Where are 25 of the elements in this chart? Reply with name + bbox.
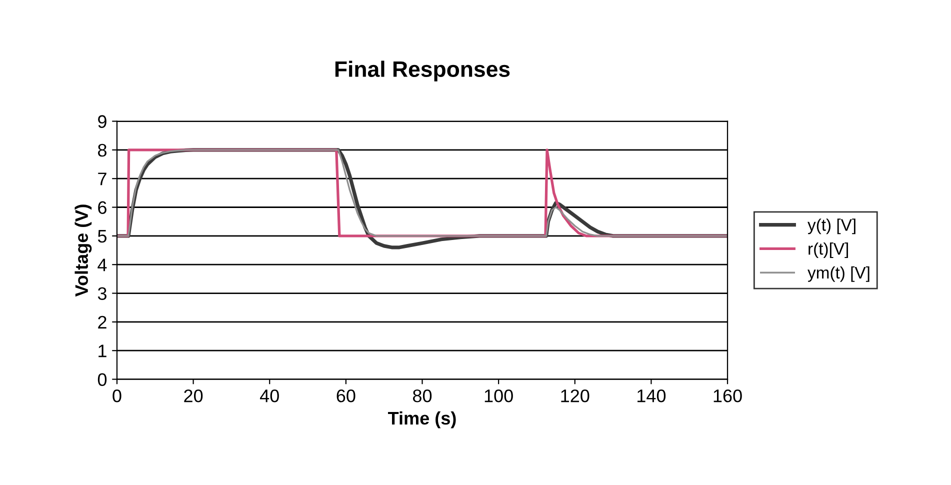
y-tick-label: 7 <box>98 172 106 186</box>
x-tick-label: 140 <box>638 389 666 402</box>
x-axis-title: Time (s) <box>388 411 456 428</box>
x-tick-label: 80 <box>412 389 432 402</box>
y-tick-label: 4 <box>98 258 107 272</box>
legend-label: ym(t) [V] <box>808 266 870 282</box>
x-tick-label: 40 <box>260 389 279 402</box>
x-tick-label: 100 <box>484 389 513 402</box>
y-tick-label: 6 <box>98 201 106 214</box>
legend-label: y(t) [V] <box>808 218 856 234</box>
y-tick-label: 1 <box>98 344 106 358</box>
x-tick-label: 120 <box>561 389 590 402</box>
y-tick-label: 0 <box>98 373 107 386</box>
y-tick-label: 3 <box>98 287 106 300</box>
x-tick-label: 20 <box>184 389 203 402</box>
y-tick-label: 2 <box>98 316 106 328</box>
y-tick-label: 9 <box>98 115 106 128</box>
y-tick-label: 8 <box>98 144 106 157</box>
x-tick-label: 0 <box>112 389 122 402</box>
x-tick-label: 160 <box>714 389 742 402</box>
y-axis-title: Voltage (V) <box>74 204 92 297</box>
legend-label: r(t)[V] <box>808 242 848 258</box>
x-tick-label: 60 <box>336 389 356 402</box>
chart-title: Final Responses <box>335 60 510 82</box>
y-tick-label: 5 <box>98 230 106 243</box>
